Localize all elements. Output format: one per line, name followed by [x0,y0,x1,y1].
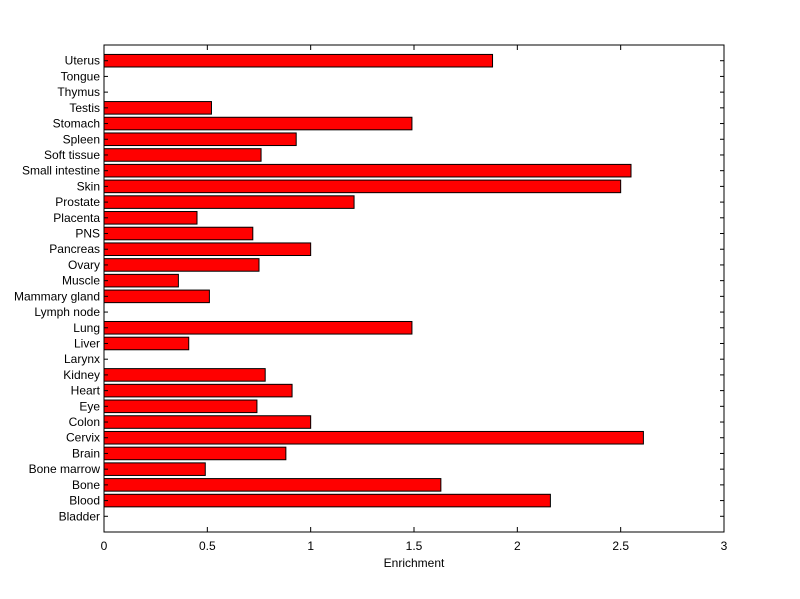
y-tick-label-spleen: Spleen [63,132,100,146]
y-tick-label-small-intestine: Small intestine [22,164,100,178]
y-tick-label-brain: Brain [72,446,100,460]
y-tick-label-placenta: Placenta [53,211,100,225]
y-tick-label-uterus: Uterus [65,54,100,68]
y-tick-label-eye: Eye [79,399,100,413]
plot-frame [103,44,725,533]
x-tick-label-1: 0.5 [199,539,216,553]
y-tick-label-blood: Blood [69,494,100,508]
bar-small-intestine [103,163,632,178]
y-tick-label-thymus: Thymus [57,85,100,99]
bar-prostate [103,195,355,209]
y-tick-label-soft-tissue: Soft tissue [44,148,100,162]
bars-group [103,53,644,508]
bar-lung [103,320,413,335]
y-tick-label-bladder: Bladder [59,509,100,523]
y-tick-label-kidney: Kidney [63,368,100,382]
bar-skin [103,179,622,194]
y-tick-label-pancreas: Pancreas [49,242,100,256]
y-tick-label-tongue: Tongue [61,69,101,83]
x-tick-label-3: 1.5 [406,539,423,553]
y-tick-label-larynx: Larynx [64,352,100,366]
y-tick-label-mammary-gland: Mammary gland [14,289,100,303]
y-tick-label-bone-marrow: Bone marrow [29,462,101,476]
bar-uterus [103,53,494,68]
bar-cervix [103,430,644,445]
x-tick-label-4: 2 [514,539,521,553]
bar-brain [103,446,287,461]
y-tick-label-cervix: Cervix [66,431,100,445]
y-tick-label-testis: Testis [69,101,100,115]
y-tick-label-muscle: Muscle [62,274,100,288]
bar-pancreas [103,242,312,257]
y-tick-label-lymph-node: Lymph node [34,305,100,319]
bar-pns [103,226,254,241]
bar-mammary-gland [103,289,210,304]
bar-liver [103,336,190,351]
y-tick-label-ovary: Ovary [68,258,100,272]
bar-stomach [103,116,413,131]
y-tick-label-lung: Lung [73,321,100,335]
x-tick-label-0: 0 [101,539,108,553]
bar-soft-tissue [103,148,262,162]
bar-bone [103,478,442,492]
bar-bone-marrow [103,462,206,476]
x-axis-label: Enrichment [384,556,445,570]
bar-eye [103,399,258,414]
bar-muscle [103,273,179,288]
bar-ovary [103,258,260,272]
bar-placenta [103,211,198,225]
bar-blood [103,493,551,508]
y-tick-label-prostate: Prostate [55,195,100,209]
y-tick-label-heart: Heart [71,384,101,398]
y-tick-label-bone: Bone [72,478,100,492]
bar-heart [103,383,293,398]
x-tick-label-6: 3 [721,539,728,553]
y-tick-label-pns: PNS [75,227,100,241]
bar-colon [103,415,312,429]
x-tick-label-5: 2.5 [612,539,629,553]
y-tick-label-colon: Colon [69,415,100,429]
x-ticks-group: 0 0.5 1 1.5 2 2.5 3 [101,45,728,553]
bar-spleen [103,132,297,147]
y-tick-label-skin: Skin [77,179,100,193]
bar-testis [103,101,212,115]
x-tick-label-2: 1 [307,539,314,553]
y-tick-label-stomach: Stomach [53,117,100,131]
y-tick-label-liver: Liver [74,336,100,350]
bar-kidney [103,368,266,382]
